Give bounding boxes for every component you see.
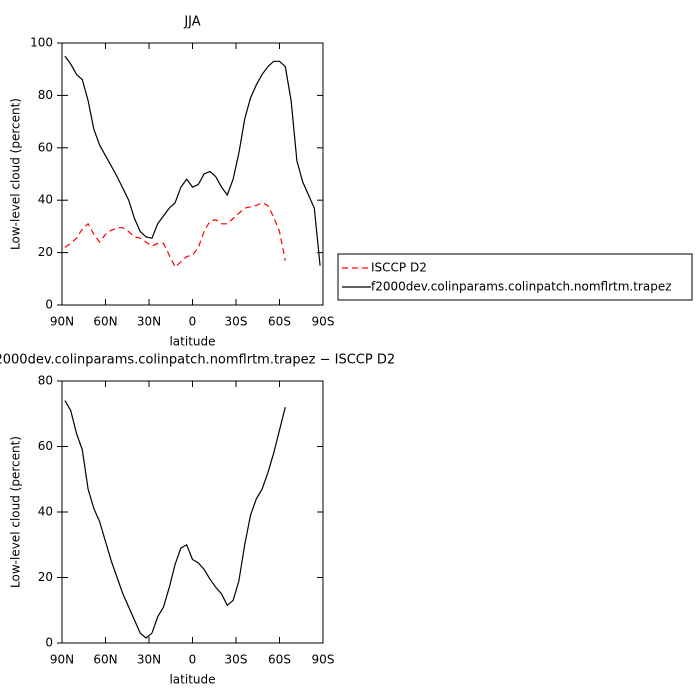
y-tick-label: 40 <box>38 505 53 519</box>
x-tick-label: 90S <box>312 315 335 329</box>
chart-title: JJA <box>183 15 200 30</box>
y-tick-label: 80 <box>38 88 53 102</box>
plot-frame <box>61 380 324 644</box>
x-tick-label: 30S <box>225 653 248 667</box>
x-tick-label: 60N <box>93 653 117 667</box>
y-tick-label: 100 <box>30 36 53 50</box>
x-tick-label: 0 <box>189 315 197 329</box>
x-tick-label: 90N <box>50 315 74 329</box>
x-tick-label: 0 <box>189 653 197 667</box>
y-tick-label: 80 <box>38 374 53 388</box>
x-tick-label: 60S <box>268 653 291 667</box>
y-tick-label: 60 <box>38 439 53 453</box>
y-axis-label: Low-level cloud (percent) <box>9 98 23 250</box>
x-axis-label: latitude <box>169 335 215 349</box>
y-tick-label: 0 <box>45 298 53 312</box>
plot-frame <box>61 42 324 306</box>
legend-box <box>337 253 693 301</box>
y-tick-label: 40 <box>38 193 53 207</box>
legend-label: f2000dev.colinparams.colinpatch.nomflrtm… <box>371 280 672 294</box>
y-tick-label: 20 <box>38 245 53 259</box>
legend-label: ISCCP D2 <box>371 261 427 275</box>
y-tick-label: 60 <box>38 140 53 154</box>
y-tick-label: 0 <box>45 636 53 650</box>
x-tick-label: 60N <box>93 315 117 329</box>
x-tick-label: 30S <box>225 315 248 329</box>
x-tick-label: 30N <box>137 315 161 329</box>
x-axis-label: latitude <box>169 673 215 687</box>
x-tick-label: 90S <box>312 653 335 667</box>
x-tick-label: 60S <box>268 315 291 329</box>
series-line <box>64 202 286 268</box>
x-tick-label: 90N <box>50 653 74 667</box>
series-line <box>64 400 286 639</box>
chart-title: f2000dev.colinparams.colinpatch.nomflrtm… <box>0 353 395 368</box>
y-tick-label: 20 <box>38 570 53 584</box>
x-tick-label: 30N <box>137 653 161 667</box>
y-axis-label: Low-level cloud (percent) <box>9 436 23 588</box>
series-line <box>64 55 321 266</box>
